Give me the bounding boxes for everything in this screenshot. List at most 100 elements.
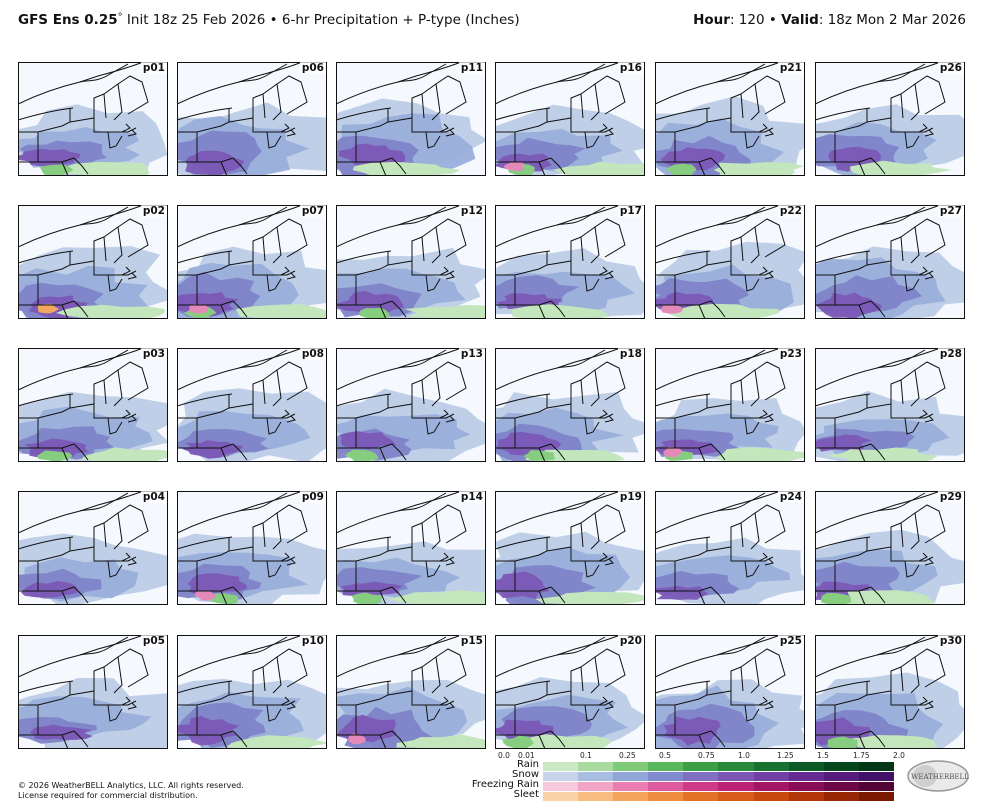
geo-boundary [584, 704, 600, 722]
geo-boundary [18, 394, 71, 419]
legend-swatch [753, 782, 789, 791]
geo-boundary [698, 734, 706, 749]
geo-boundary [538, 447, 546, 462]
precip-rain-area [523, 450, 556, 462]
legend-swatch [753, 772, 789, 781]
geo-boundary [710, 157, 726, 175]
geo-boundary [731, 556, 774, 562]
geo-boundary [439, 266, 449, 276]
geo-boundary [730, 236, 744, 262]
copyright-notice: © 2026 WeatherBELL Analytics, LLC. All r… [18, 781, 244, 801]
geo-boundary [655, 394, 708, 419]
member-map [495, 491, 645, 605]
legend-swatch [683, 792, 719, 801]
geo-boundary [924, 415, 934, 423]
geo-boundary [79, 63, 129, 83]
member-map [177, 635, 327, 749]
geo-boundary [445, 558, 455, 566]
geo-boundary [220, 161, 228, 176]
geo-boundary [604, 129, 614, 137]
geo-boundary [93, 666, 107, 692]
geo-boundary [570, 522, 584, 548]
geo-boundary [740, 512, 760, 550]
geo-boundary [391, 730, 407, 748]
geo-boundary [876, 206, 926, 226]
hour-value: : 120 • [729, 12, 782, 28]
geo-boundary [238, 492, 288, 512]
geo-boundary [238, 206, 288, 226]
geo-boundary [425, 704, 441, 722]
geo-boundary [18, 393, 74, 407]
precip-snow-area [336, 290, 404, 314]
geo-boundary [604, 415, 614, 423]
geo-boundary [425, 131, 441, 149]
geo-boundary [556, 492, 606, 512]
member-panel-p27: p27 [815, 205, 965, 319]
legend-tick-label: 0.0 [498, 751, 510, 760]
geo-boundary [439, 409, 449, 419]
geo-boundary [550, 300, 566, 318]
geo-boundary [870, 157, 886, 175]
chart-title: GFS Ens 0.25° Init 18z 25 Feb 2026 • 6-h… [18, 12, 520, 28]
geo-boundary [890, 666, 904, 692]
member-map [655, 62, 805, 176]
geo-boundary [177, 108, 230, 133]
geo-boundary [594, 504, 626, 544]
member-map [655, 635, 805, 749]
precip-snow-area [339, 581, 403, 597]
member-label: p24 [777, 491, 804, 503]
geo-boundary [127, 415, 137, 423]
legend-row-label: Freezing Rain [471, 779, 539, 790]
geo-boundary [336, 250, 392, 264]
geo-boundary [758, 409, 768, 419]
precip-snow-area [29, 724, 93, 740]
member-panel-p04: p04 [18, 491, 168, 605]
member-label: p15 [458, 635, 485, 647]
geo-boundary [764, 272, 774, 280]
geo-boundary [580, 83, 600, 121]
geo-boundary [412, 270, 455, 276]
geo-boundary [61, 590, 69, 605]
geo-boundary [580, 656, 600, 694]
geo-boundary [655, 393, 711, 407]
geo-boundary [336, 107, 392, 121]
geo-boundary [550, 586, 566, 604]
geo-boundary [918, 409, 928, 419]
geo-boundary [253, 270, 296, 276]
geo-boundary [220, 590, 228, 605]
geo-boundary [538, 590, 546, 605]
geo-boundary [655, 107, 711, 121]
precip-snow-area [655, 585, 709, 600]
geo-boundary [276, 504, 308, 544]
geo-boundary [580, 369, 600, 407]
geo-boundary [716, 636, 766, 656]
legend-swatch [718, 792, 754, 801]
geo-boundary [514, 132, 552, 163]
geo-boundary [232, 586, 248, 604]
geo-boundary [764, 415, 774, 423]
geo-boundary [594, 361, 626, 401]
member-label: p23 [777, 348, 804, 360]
geo-boundary [740, 369, 760, 407]
precip-mixed-area [348, 733, 366, 745]
geo-boundary [876, 349, 926, 369]
geo-boundary [61, 304, 69, 319]
geo-boundary [870, 730, 886, 748]
geo-boundary [121, 123, 131, 133]
geo-boundary [924, 129, 934, 137]
geo-boundary [379, 590, 387, 605]
geo-boundary [858, 734, 866, 749]
precip-rain-area [235, 304, 327, 319]
geo-boundary [336, 251, 389, 276]
geo-boundary [764, 558, 774, 566]
geo-boundary [744, 560, 760, 578]
geo-boundary [744, 417, 760, 435]
geo-boundary [93, 236, 107, 262]
geo-boundary [731, 270, 774, 276]
member-map [815, 205, 965, 319]
geo-boundary [262, 512, 282, 550]
geo-boundary [876, 492, 926, 512]
member-map [815, 635, 965, 749]
geo-boundary [834, 132, 872, 163]
member-label: p11 [458, 62, 485, 74]
